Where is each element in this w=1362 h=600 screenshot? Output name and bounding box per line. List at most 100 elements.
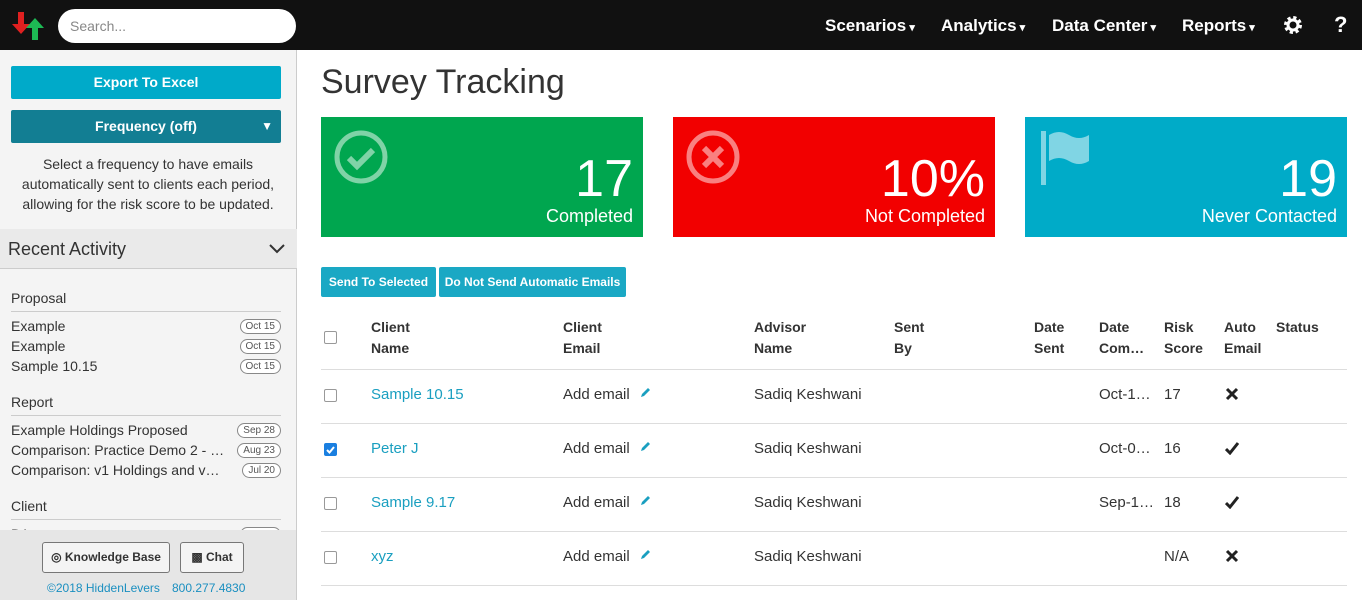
column-header: Sent By	[894, 319, 925, 356]
card-icon	[1041, 131, 1089, 185]
item-label: Example	[11, 338, 66, 354]
card-label: Completed	[545, 206, 633, 226]
email-cell[interactable]: Add email	[563, 548, 651, 565]
card-icon	[686, 130, 740, 184]
label: Recent Activity	[8, 239, 127, 259]
knowledge-base-button[interactable]: ◎ Knowledge Base	[42, 542, 170, 573]
column-header: Client Email	[563, 319, 602, 356]
page-title: Survey Tracking	[321, 63, 565, 101]
frequency-button[interactable]: Frequency (off) ▼	[11, 110, 281, 143]
edit-icon[interactable]	[639, 387, 651, 399]
row-divider	[321, 477, 1347, 478]
column-header: Advisor Name	[754, 319, 807, 356]
group-title: Report	[11, 394, 281, 416]
client-cell[interactable]: Sample 10.15	[371, 386, 464, 403]
card-label: Never Contacted	[1201, 206, 1337, 226]
auto-email-icon	[1225, 387, 1239, 406]
item-date: Sep 28	[237, 423, 281, 438]
label: Chat	[206, 550, 233, 564]
advisor-cell: Sadiq Keshwani	[754, 548, 862, 565]
email-cell[interactable]: Add email	[563, 386, 651, 403]
top-nav: Search... Scenarios Analytics Data Cente…	[0, 0, 1362, 50]
item-date: Aug 23	[237, 443, 281, 458]
menu[interactable]: Reports	[1182, 16, 1255, 36]
row-divider	[321, 531, 1347, 532]
description: Select a frequency to have emails automa…	[21, 156, 275, 212]
column-header: Client Name	[371, 319, 410, 356]
client-cell[interactable]: Sample 9.17	[371, 494, 456, 511]
chat-button[interactable]: ▩ Chat	[180, 542, 244, 573]
date-completed-cell: Oct-0…	[1099, 440, 1151, 457]
group-title: Client	[11, 498, 281, 520]
column-header: Status	[1276, 319, 1319, 335]
select-all-checkbox[interactable]	[324, 331, 337, 344]
sidebar: Export To Excel Frequency (off) ▼ Select …	[0, 50, 297, 600]
help[interactable]: ?	[1334, 12, 1348, 37]
row-divider	[321, 585, 1347, 586]
activity-item[interactable]: Example Oct 15	[11, 318, 281, 334]
client-cell[interactable]: xyz	[371, 548, 394, 565]
column-header: Date Com…	[1099, 319, 1145, 356]
risk-cell: 17	[1164, 386, 1181, 403]
client-cell[interactable]: Peter J	[371, 440, 419, 457]
email-cell[interactable]: Add email	[563, 440, 651, 457]
menu[interactable]: Data Center	[1052, 16, 1156, 36]
auto-email-icon	[1224, 495, 1240, 514]
row-divider	[321, 369, 1347, 370]
settings-icon[interactable]	[1282, 14, 1304, 36]
row-checkbox[interactable]	[324, 497, 337, 510]
auto-email-icon	[1224, 441, 1240, 460]
activity-item[interactable]: Comparison: v1 Holdings and v… Jul 20	[11, 462, 281, 478]
logo	[12, 12, 44, 40]
item-date: Oct 15	[239, 319, 281, 334]
email-cell[interactable]: Add email	[563, 494, 651, 511]
item-label: Example Holdings Proposed	[11, 422, 188, 438]
column-header: Risk Score	[1164, 319, 1203, 356]
row-checkbox[interactable]	[324, 389, 337, 402]
send-button[interactable]: Send To Selected	[321, 267, 436, 297]
summary-card: 17 Completed	[321, 117, 643, 237]
copyright: ©2018 HiddenLevers	[47, 581, 160, 595]
risk-cell: N/A	[1164, 548, 1190, 565]
item-label: Comparison: v1 Holdings and v…	[11, 462, 220, 478]
search-box[interactable]: Search...	[58, 9, 296, 43]
risk-cell: 18	[1164, 494, 1181, 511]
summary-card: 19 Never Contacted	[1025, 117, 1347, 237]
row-checkbox[interactable]	[324, 443, 337, 456]
activity-item[interactable]: Comparison: Practice Demo 2 - … Aug 23	[11, 442, 281, 458]
risk-cell: 16	[1164, 440, 1181, 457]
menu[interactable]: Analytics	[941, 16, 1025, 36]
advisor-cell: Sadiq Keshwani	[754, 386, 862, 403]
item-date: Oct 15	[239, 359, 281, 374]
phone[interactable]: 800.277.4830	[172, 581, 246, 595]
column-header: Date Sent	[1034, 319, 1065, 356]
row-divider	[321, 423, 1347, 424]
date-completed-cell: Oct-1…	[1099, 386, 1151, 403]
advisor-cell: Sadiq Keshwani	[754, 494, 862, 511]
export-button[interactable]: Export To Excel	[11, 66, 281, 99]
activity-item[interactable]: Example Oct 15	[11, 338, 281, 354]
edit-icon[interactable]	[639, 549, 651, 561]
item-date: Oct 15	[239, 339, 281, 354]
card-value: 10%	[880, 150, 985, 208]
label: Knowledge Base	[64, 550, 161, 564]
recent-activity-header[interactable]: Recent Activity	[0, 229, 297, 269]
edit-icon[interactable]	[639, 495, 651, 507]
activity-item[interactable]: Sample 10.15 Oct 15	[11, 358, 281, 374]
row-checkbox[interactable]	[324, 551, 337, 564]
sidebar-footer: ◎ Knowledge Base ▩ Chat ©2018 HiddenLeve…	[0, 530, 296, 600]
group-title: Proposal	[11, 290, 281, 312]
card-label: Not Completed	[864, 206, 985, 226]
item-label: Sample 10.15	[11, 358, 98, 374]
no-auto-email-button[interactable]: Do Not Send Automatic Emails	[439, 267, 626, 297]
advisor-cell: Sadiq Keshwani	[754, 440, 862, 457]
activity-item[interactable]: Example Holdings Proposed Sep 28	[11, 422, 281, 438]
summary-card: 10% Not Completed	[673, 117, 995, 237]
edit-icon[interactable]	[639, 441, 651, 453]
menu[interactable]: Scenarios	[825, 16, 915, 36]
card-icon	[334, 130, 388, 184]
label: Frequency (off)	[95, 118, 197, 134]
date-completed-cell: Sep-1…	[1099, 494, 1155, 511]
card-value: 17	[575, 150, 633, 208]
